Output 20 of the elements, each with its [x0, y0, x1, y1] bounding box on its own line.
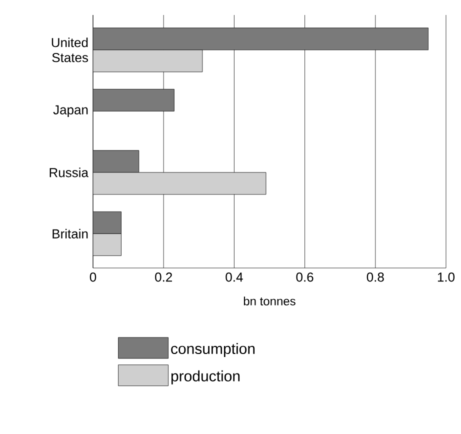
x-tick-label: 0.2	[155, 272, 172, 282]
legend-label: consumption	[171, 343, 255, 357]
bar	[93, 50, 203, 72]
y-tick-label: United States	[52, 38, 88, 62]
bar	[93, 88, 174, 112]
bar	[93, 172, 266, 195]
x-tick-label: 1.0	[438, 272, 455, 282]
x-tick-label: 0.6	[296, 272, 314, 282]
y-tick-label: Japan	[53, 105, 88, 117]
bar	[93, 150, 140, 173]
bar	[93, 28, 429, 50]
y-tick-label: Britain	[52, 228, 88, 238]
y-tick-label: Russia	[50, 168, 88, 178]
bar	[93, 233, 122, 256]
x-tick-label: 0	[90, 272, 96, 282]
x-tick-label: 0.8	[366, 272, 384, 282]
legend-label: production	[171, 370, 240, 384]
bar	[93, 211, 122, 234]
x-axis-title: bn tonnes	[244, 296, 296, 306]
x-tick-label: 0.4	[226, 272, 243, 282]
